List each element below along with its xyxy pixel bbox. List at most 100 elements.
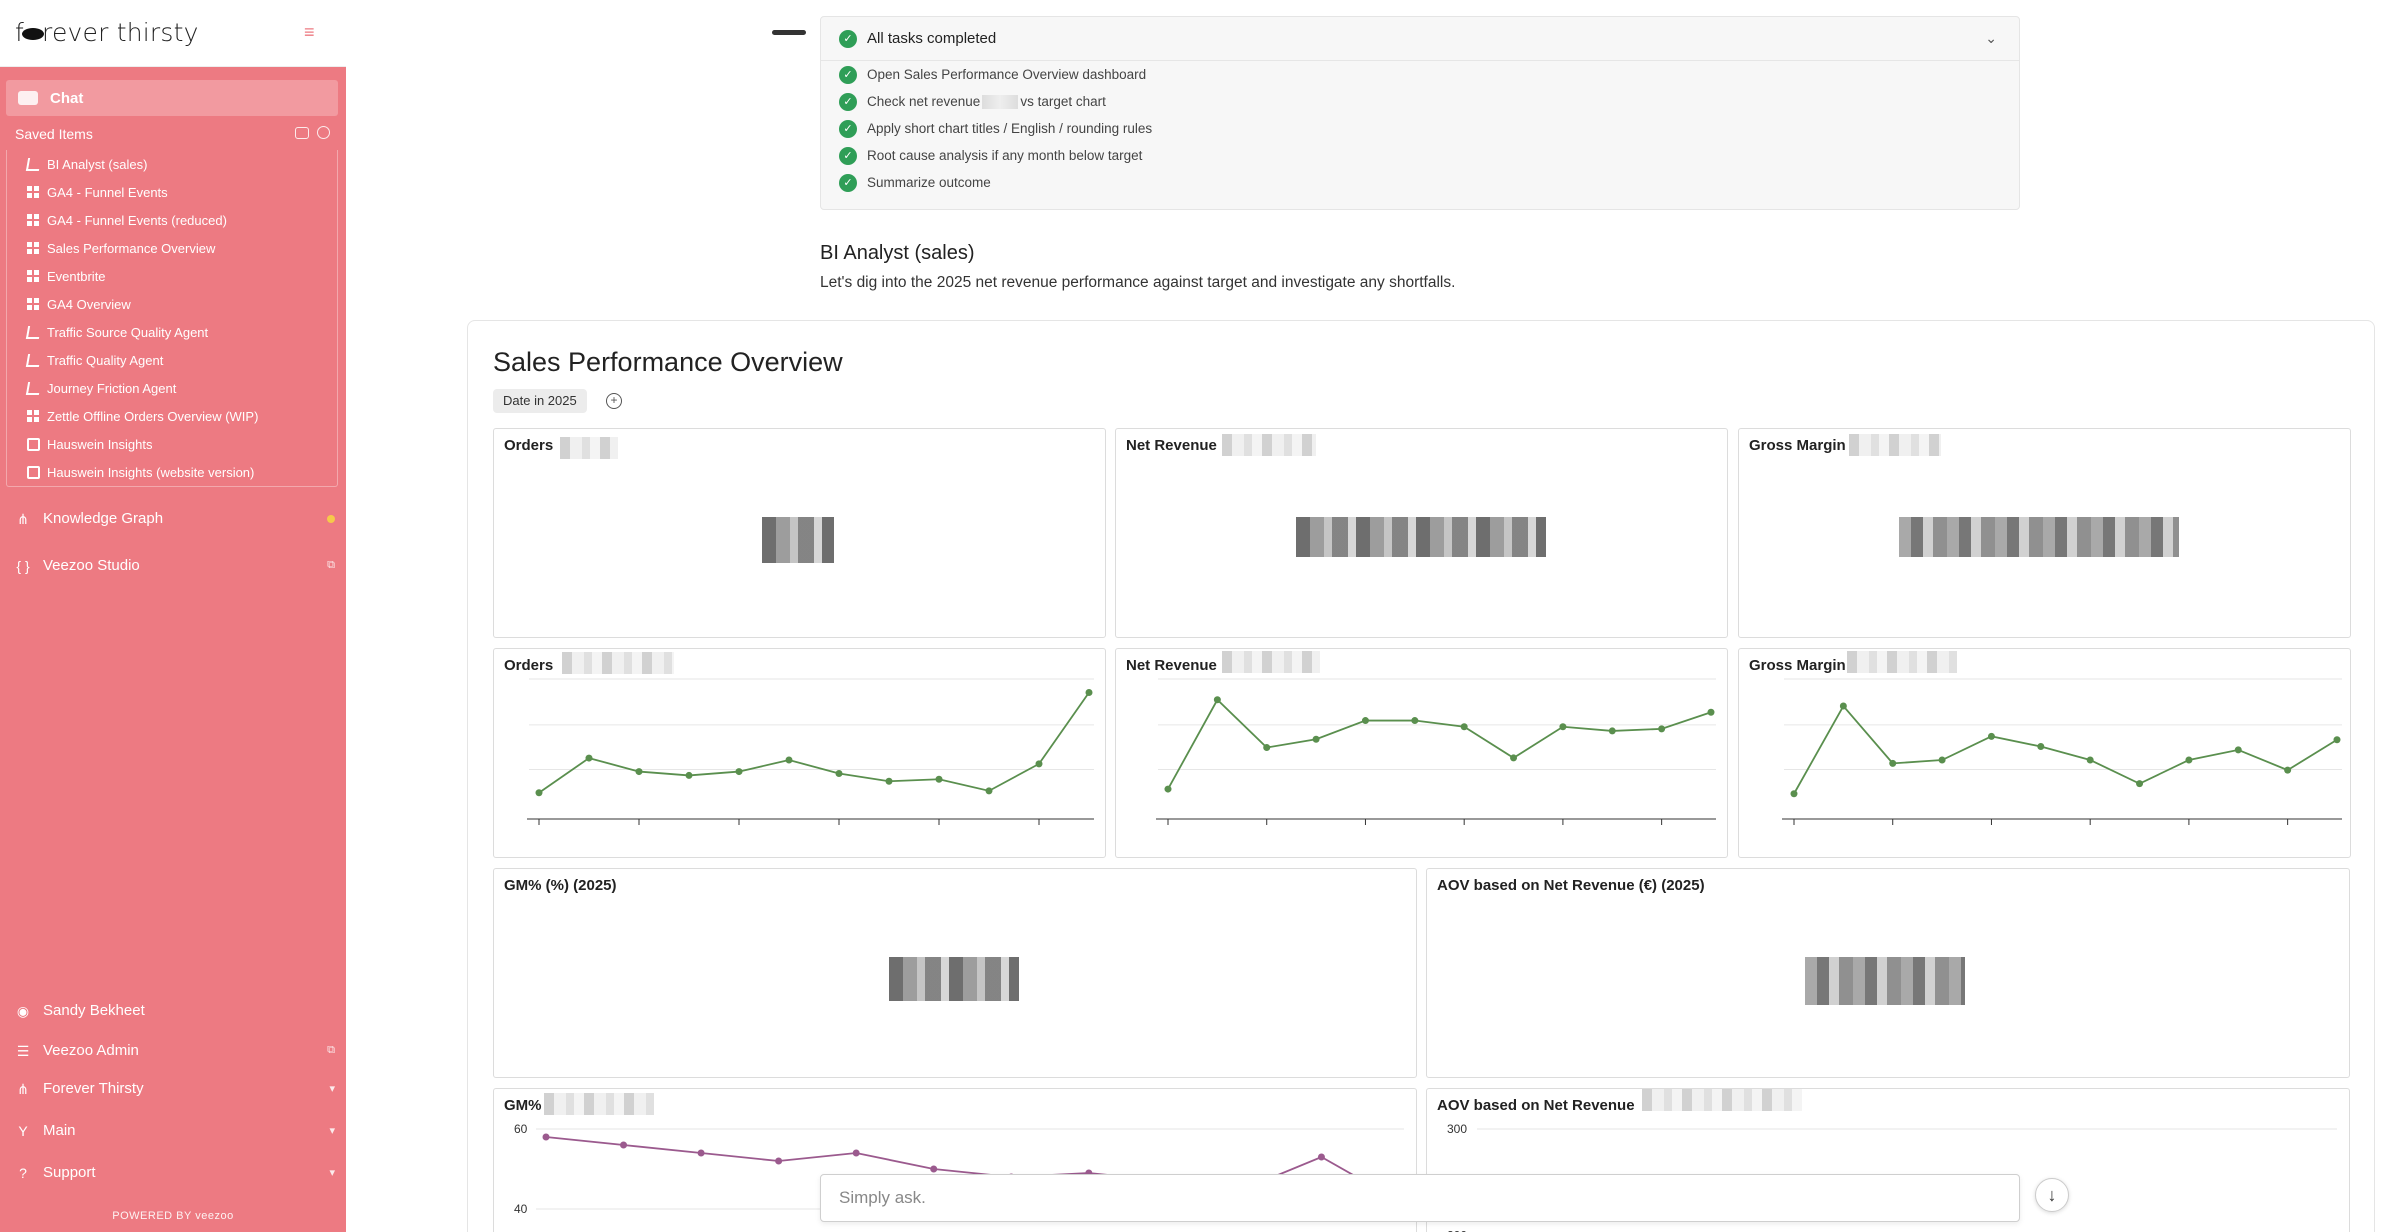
data-point [885,777,893,785]
series-line [538,691,1090,794]
kpi-aov-card[interactable]: AOV based on Net Revenue (€) (2025) [1426,868,2350,1078]
nav-veezoo-studio[interactable]: { } Veezoo Studio ⧉ [16,557,335,574]
data-point [1312,735,1320,743]
saved-item[interactable]: Sales Performance Overview [7,234,337,262]
saved-item[interactable]: GA4 Overview [7,290,337,318]
task-item: ✓ Apply short chart titles / English / ro… [821,115,2019,142]
data-point [1317,1153,1325,1161]
y-tick-label: 60 [514,1122,528,1136]
scroll-down-button[interactable]: ↓ [2035,1178,2069,1212]
data-point [1164,785,1172,793]
chevron-down-icon[interactable]: ▾ [329,1167,335,1179]
dashboard-grid-icon [27,269,40,283]
date-filter-chip[interactable]: Date in 2025 [493,389,587,413]
chevron-down-icon[interactable]: ⌄ [1985,30,1997,46]
data-point [1839,702,1847,710]
sliders-icon: ☰ [16,1042,30,1059]
data-point [835,770,843,777]
kpi-gm-pct-card[interactable]: GM% (%) (2025) [493,868,1417,1078]
data-point [1658,725,1666,733]
saved-item[interactable]: Eventbrite [7,262,337,290]
kpi-value-redacted [1296,517,1546,557]
dashboard-grid-icon [27,213,40,227]
nav-workspace[interactable]: ⋔ Forever Thirsty ▾ [15,1080,335,1097]
add-filter-icon[interactable]: + [606,393,622,409]
folder-add-icon[interactable] [295,127,309,139]
data-point [535,789,543,797]
powered-by: POWERED BY veezoo [112,1210,234,1222]
saved-item[interactable]: GA4 - Funnel Events (reduced) [7,206,337,234]
collapse-sidebar-icon[interactable]: ≡ [304,22,315,42]
data-point [1213,696,1221,704]
dashboard: Sales Performance Overview Date in 2025 … [467,320,2375,1232]
sidebar: f rever thirsty ≡ Chat Saved Items BI Ana… [0,0,346,1232]
saved-items-heading: Saved Items [15,126,93,142]
gross-margin-line-chart [1782,678,2342,825]
y-tick-label: 300 [1447,1122,1467,1136]
kpi-gross-margin-card[interactable]: Gross Margin [1738,428,2351,638]
saved-item[interactable]: Traffic Source Quality Agent [7,318,337,346]
nav-user[interactable]: ◉ Sandy Bekheet [16,1002,145,1019]
data-point [775,1157,783,1165]
dashboard-grid-icon [27,241,40,255]
task-item: ✓ Check net revenue vs target chart [821,88,2019,115]
saved-item[interactable]: Zettle Offline Orders Overview (WIP) [7,402,337,430]
data-point [2037,743,2045,750]
saved-items-header: Saved Items [15,126,330,142]
external-link-icon[interactable]: ⧉ [327,1044,335,1056]
data-point [2185,756,2193,764]
saved-item[interactable]: GA4 - Funnel Events [7,178,337,206]
card-title: GM% (%) (2025) [504,877,617,894]
task-item: ✓ Open Sales Performance Overview dashboa… [821,61,2019,88]
task-item: ✓ Summarize outcome [821,169,2019,196]
saved-item[interactable]: Journey Friction Agent [7,374,337,402]
gross-margin-line-card[interactable]: Gross Margin [1738,648,2351,858]
ask-input[interactable]: Simply ask. [820,1174,2020,1222]
kpi-orders-card[interactable]: Orders [493,428,1106,638]
saved-item[interactable]: Hauswein Insights [7,430,337,458]
chevron-down-icon[interactable]: ▾ [329,1083,335,1095]
nav-chat[interactable]: Chat [6,80,338,116]
data-point [2284,766,2292,774]
agent-icon [25,157,42,171]
series-line [1793,704,2338,795]
data-point [1987,732,1995,740]
chevron-down-icon[interactable]: ▾ [329,1125,335,1137]
kpi-value-redacted [1899,517,2179,557]
data-point [1559,723,1567,731]
check-icon: ✓ [839,119,857,138]
card-title: Net Revenue [1126,657,1217,674]
help-icon: ? [19,1164,27,1181]
check-icon: ✓ [839,65,857,84]
y-tick-label: 40 [514,1202,528,1216]
check-icon: ✓ [839,29,857,48]
answer-text: Let's dig into the 2025 net revenue perf… [820,274,1456,291]
data-point [1608,727,1616,735]
card-title: Net Revenue [1126,437,1217,454]
card-title: Gross Margin [1749,657,1846,674]
nav-chat-label: Chat [50,89,84,107]
kpi-net-revenue-card[interactable]: Net Revenue [1115,428,1728,638]
agent-icon [25,353,42,367]
brand-logo[interactable]: f rever thirsty [15,18,199,47]
data-point [930,1165,938,1173]
tasks-header[interactable]: ✓ All tasks completed ⌄ [821,17,2019,61]
nav-support[interactable]: ? Support ▾ [15,1164,335,1181]
assistant-avatar [772,30,806,35]
card-title: AOV based on Net Revenue [1437,1097,1635,1114]
nav-knowledge-graph[interactable]: ⋔ Knowledge Graph [15,510,335,527]
aov-line-chart: 200 300 [1447,1122,2337,1232]
net-revenue-line-card[interactable]: Net Revenue [1115,648,1728,858]
orders-line-card[interactable]: Orders [493,648,1106,858]
add-circle-icon[interactable] [317,126,330,139]
saved-item[interactable]: Hauswein Insights (website version) [7,458,337,486]
data-point [2234,746,2242,754]
kpi-value-redacted [762,517,834,563]
external-link-icon[interactable]: ⧉ [327,559,335,571]
orders-line-chart [527,678,1094,825]
nav-veezoo-admin[interactable]: ☰ Veezoo Admin ⧉ [16,1042,335,1059]
nav-main[interactable]: Y Main ▾ [15,1122,335,1139]
saved-item[interactable]: Traffic Quality Agent [7,346,337,374]
saved-item[interactable]: BI Analyst (sales) [7,150,337,178]
